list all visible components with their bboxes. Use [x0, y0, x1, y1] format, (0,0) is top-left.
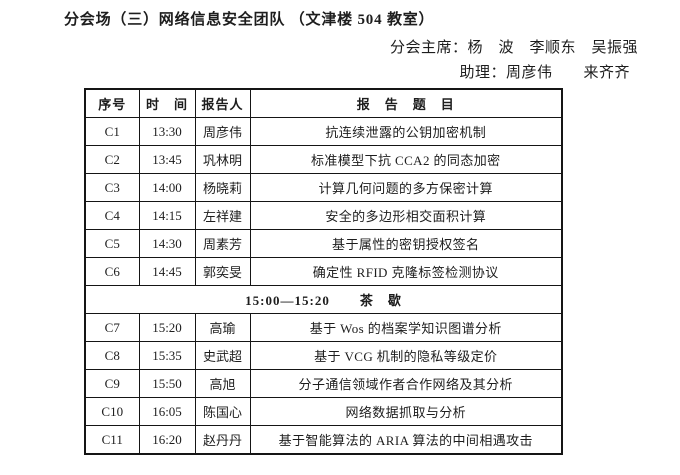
cell-speaker: 周彦伟: [194, 117, 251, 146]
cell-seq: C6: [84, 257, 140, 286]
cell-title: 标准模型下抗 CCA2 的同态加密: [249, 145, 563, 174]
break-label: 茶 歇: [359, 293, 402, 308]
cell-title: 计算几何问题的多方保密计算: [249, 173, 563, 202]
cell-title: 安全的多边形相交面积计算: [249, 201, 563, 230]
table-row: C10 16:05 陈国心 网络数据抓取与分析: [84, 397, 563, 426]
cell-title: 网络数据抓取与分析: [249, 397, 563, 426]
cell-title: 抗连续泄露的公钥加密机制: [249, 117, 563, 146]
cell-seq: C9: [84, 369, 140, 398]
break-cell: 15:00—15:20 茶 歇: [84, 285, 563, 314]
cell-time: 15:20: [138, 313, 196, 342]
cell-seq: C5: [84, 229, 140, 258]
cell-speaker: 史武超: [194, 341, 251, 370]
cell-time: 16:05: [138, 397, 196, 426]
cell-time: 14:45: [138, 257, 196, 286]
session-title: 分会场（三）网络信息安全团队 （文津楼 504 教室）: [64, 12, 435, 28]
table-row: C5 14:30 周素芳 基于属性的密钥授权签名: [84, 229, 563, 258]
cell-time: 14:30: [138, 229, 196, 258]
cell-seq: C3: [84, 173, 140, 202]
cell-title: 基于属性的密钥授权签名: [249, 229, 563, 258]
cell-seq: C4: [84, 201, 140, 230]
table-row: C4 14:15 左祥建 安全的多边形相交面积计算: [84, 201, 563, 230]
cell-title: 基于智能算法的 ARIA 算法的中间相遇攻击: [249, 425, 563, 455]
break-row: 15:00—15:20 茶 歇: [84, 285, 563, 314]
header-row: 序号 时 间 报告人 报 告 题 目: [84, 88, 563, 118]
cell-speaker: 巩林明: [194, 145, 251, 174]
cell-time: 13:30: [138, 117, 196, 146]
cell-time: 14:15: [138, 201, 196, 230]
session-chairs-line: 分会主席：杨 波 李顺东 吴振强: [389, 40, 638, 56]
break-time: 15:00—15:20: [245, 293, 330, 308]
table-row: C3 14:00 杨晓莉 计算几何问题的多方保密计算: [84, 173, 563, 202]
cell-seq: C2: [84, 145, 140, 174]
cell-title: 基于 VCG 机制的隐私等级定价: [249, 341, 563, 370]
cell-speaker: 周素芳: [194, 229, 251, 258]
cell-speaker: 陈国心: [194, 397, 251, 426]
header-title: 报 告 题 目: [249, 88, 563, 118]
cell-speaker: 高旭: [194, 369, 251, 398]
table-row: C6 14:45 郭奕旻 确定性 RFID 克隆标签检测协议: [84, 257, 563, 286]
table-row: C9 15:50 高旭 分子通信领域作者合作网络及其分析: [84, 369, 563, 398]
schedule-table-body: C1 13:30 周彦伟 抗连续泄露的公钥加密机制 C2 13:45 巩林明 标准模型下抗 C…: [84, 117, 563, 455]
cell-title: 基于 Wos 的档案学知识图谱分析: [249, 313, 563, 342]
cell-speaker: 杨晓莉: [194, 173, 251, 202]
cell-seq: C7: [84, 313, 140, 342]
table-row: C1 13:30 周彦伟 抗连续泄露的公钥加密机制: [84, 117, 563, 146]
cell-time: 15:50: [138, 369, 196, 398]
header-speaker: 报告人: [194, 88, 251, 118]
cell-title: 分子通信领域作者合作网络及其分析: [249, 369, 563, 398]
header-seq: 序号: [84, 88, 140, 118]
cell-seq: C8: [84, 341, 140, 370]
cell-speaker: 赵丹丹: [194, 425, 251, 455]
table-row: C8 15:35 史武超 基于 VCG 机制的隐私等级定价: [84, 341, 563, 370]
table-row: C11 16:20 赵丹丹 基于智能算法的 ARIA 算法的中间相遇攻击: [84, 425, 563, 455]
cell-seq: C1: [84, 117, 140, 146]
cell-seq: C11: [84, 425, 140, 455]
cell-speaker: 高瑜: [194, 313, 251, 342]
session-assistants-line: 助理：周彦伟 来齐齐: [459, 65, 630, 81]
cell-time: 13:45: [138, 145, 196, 174]
cell-time: 16:20: [138, 425, 196, 455]
cell-speaker: 郭奕旻: [194, 257, 251, 286]
cell-title: 确定性 RFID 克隆标签检测协议: [249, 257, 563, 286]
cell-time: 15:35: [138, 341, 196, 370]
cell-time: 14:00: [138, 173, 196, 202]
cell-seq: C10: [84, 397, 140, 426]
schedule-table: 序号 时 间 报告人 报 告 题 目 C1 13:30 周彦伟 抗连续泄露的公钥加密机…: [84, 88, 563, 455]
table-row: C7 15:20 高瑜 基于 Wos 的档案学知识图谱分析: [84, 313, 563, 342]
cell-speaker: 左祥建: [194, 201, 251, 230]
table-row: C2 13:45 巩林明 标准模型下抗 CCA2 的同态加密: [84, 145, 563, 174]
header-time: 时 间: [138, 88, 196, 118]
